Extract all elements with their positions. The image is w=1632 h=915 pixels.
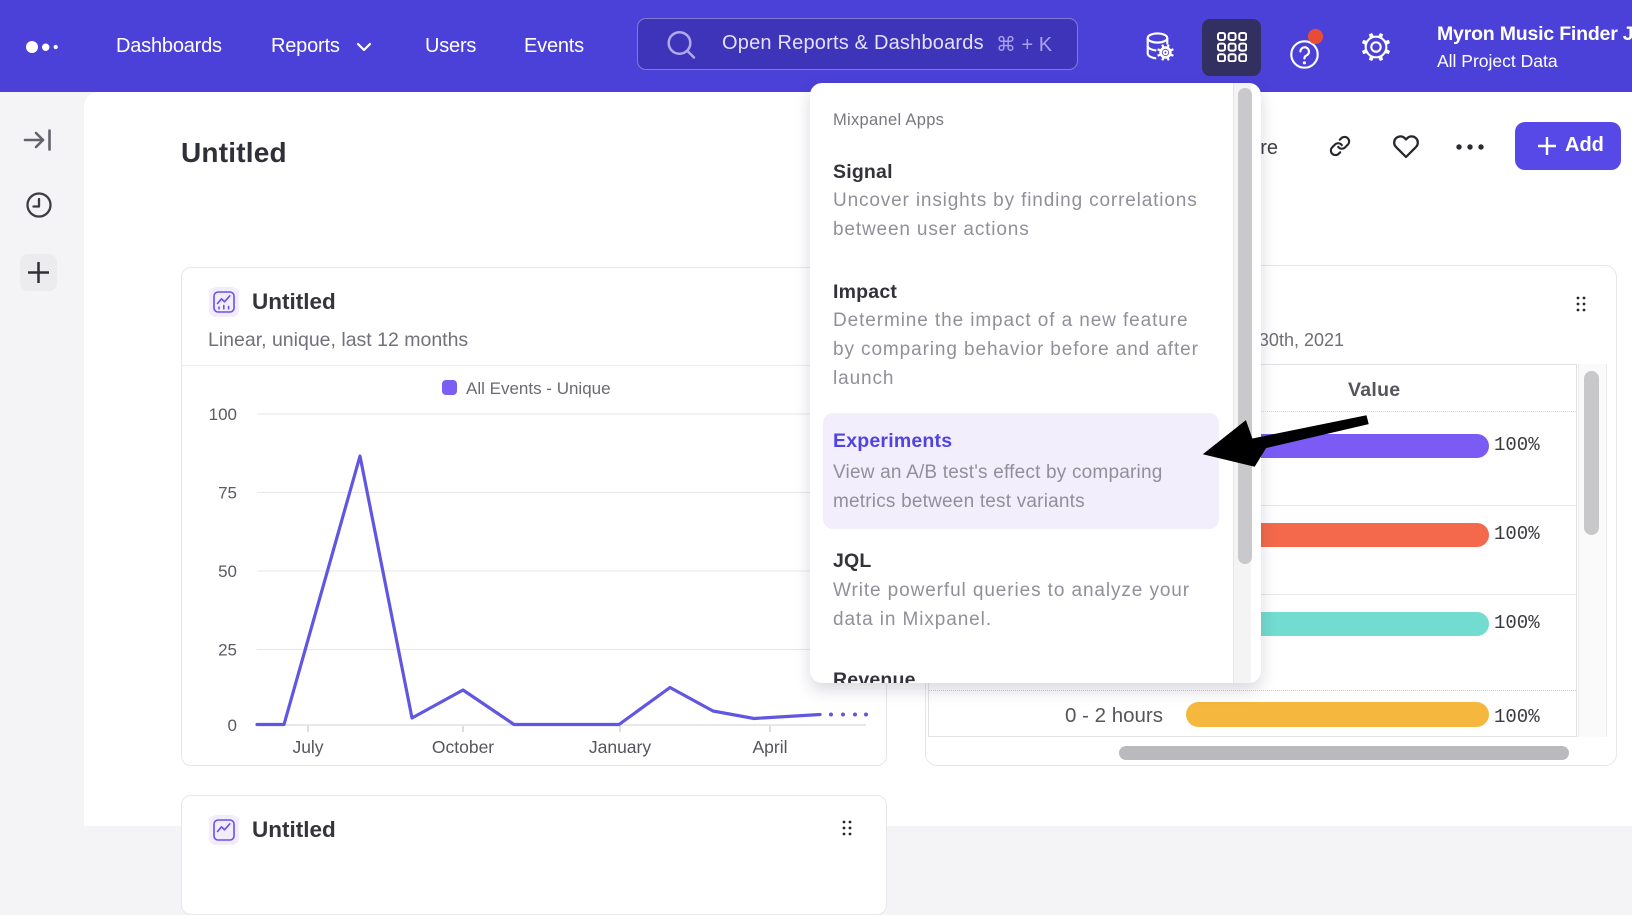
svg-text:0: 0 [228,716,237,735]
svg-text:50: 50 [218,562,237,581]
svg-text:25: 25 [218,641,237,660]
svg-text:January: January [589,737,652,757]
svg-text:100: 100 [209,405,237,424]
svg-text:July: July [292,737,323,757]
svg-text:April: April [752,737,787,757]
svg-text:75: 75 [218,484,237,503]
svg-text:October: October [432,737,494,757]
